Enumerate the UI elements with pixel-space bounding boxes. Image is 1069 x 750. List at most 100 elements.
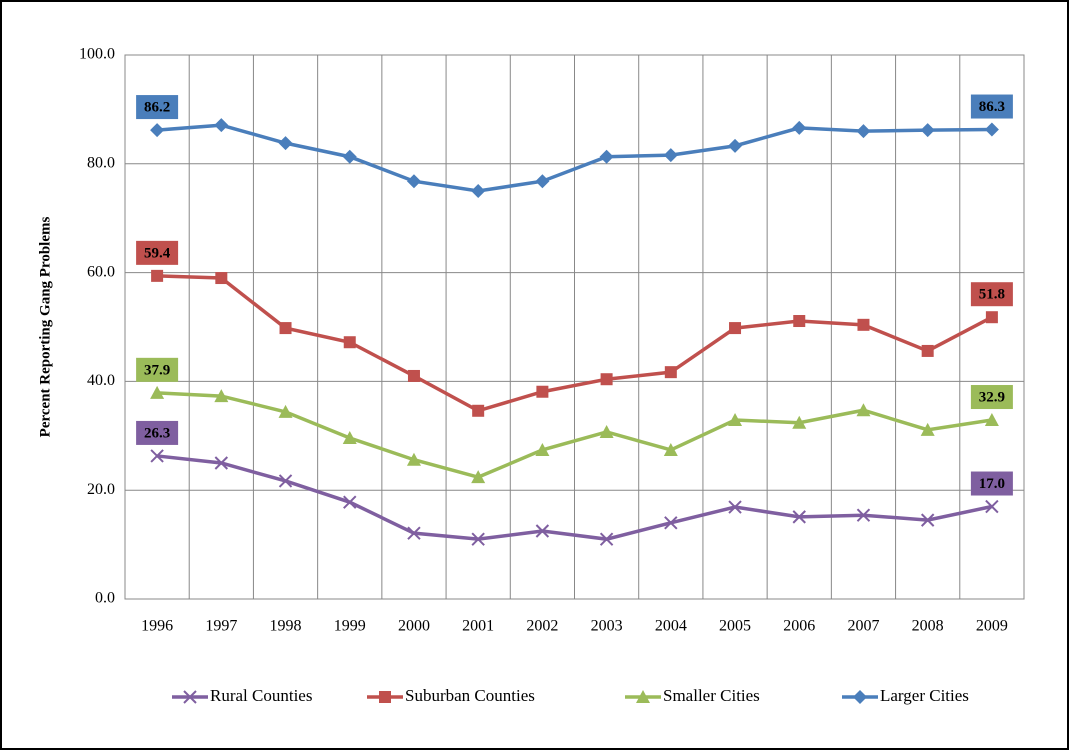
value-label: 32.9 bbox=[979, 389, 1005, 405]
value-label: 26.3 bbox=[144, 425, 170, 441]
marker bbox=[279, 322, 292, 335]
marker bbox=[472, 404, 485, 417]
x-tick-label: 2007 bbox=[847, 618, 879, 635]
marker bbox=[214, 389, 229, 403]
marker bbox=[406, 452, 421, 466]
y-axis-label: Percent Reporting Gang Problems bbox=[37, 217, 53, 438]
x-tick-label: 2005 bbox=[719, 618, 751, 635]
marker bbox=[215, 272, 228, 285]
y-tick-label: 0.0 bbox=[95, 590, 115, 607]
marker bbox=[599, 149, 614, 164]
marker bbox=[856, 124, 871, 139]
marker bbox=[214, 118, 229, 133]
value-label-box bbox=[970, 282, 1013, 307]
value-label: 86.3 bbox=[979, 99, 1005, 115]
x-tick-label: 1997 bbox=[205, 618, 237, 635]
x-tick-label: 2000 bbox=[398, 618, 430, 635]
marker bbox=[853, 690, 867, 704]
x-tick-label: 2002 bbox=[526, 618, 558, 635]
marker bbox=[342, 430, 357, 444]
marker bbox=[406, 174, 421, 189]
y-tick-label: 40.0 bbox=[87, 372, 115, 389]
y-tick-label: 80.0 bbox=[87, 154, 115, 171]
series-line bbox=[156, 123, 992, 193]
x-tick-label: 2003 bbox=[591, 618, 623, 635]
legend-item: Rural Counties bbox=[172, 686, 312, 705]
y-tick-label: 20.0 bbox=[87, 481, 115, 498]
legend-label: Larger Cities bbox=[880, 686, 969, 705]
value-label-box bbox=[136, 357, 179, 382]
value-label-box bbox=[136, 95, 179, 120]
marker bbox=[985, 499, 999, 514]
marker bbox=[151, 269, 164, 282]
marker bbox=[343, 336, 356, 349]
legend-item: Smaller Cities bbox=[625, 686, 760, 705]
marker bbox=[150, 123, 165, 138]
marker bbox=[728, 138, 743, 153]
marker bbox=[857, 318, 870, 331]
marker bbox=[920, 422, 935, 436]
value-label: 59.4 bbox=[144, 245, 171, 261]
marker bbox=[792, 510, 806, 524]
marker bbox=[728, 500, 742, 514]
marker bbox=[921, 344, 934, 357]
marker bbox=[535, 442, 550, 456]
value-label-box bbox=[970, 385, 1013, 410]
marker bbox=[599, 424, 614, 438]
marker bbox=[535, 524, 550, 538]
legend-label: Rural Counties bbox=[210, 686, 312, 705]
legend-item: Larger Cities bbox=[842, 686, 969, 705]
x-tick-label: 2001 bbox=[462, 618, 494, 635]
marker bbox=[278, 474, 293, 488]
marker bbox=[664, 516, 678, 530]
x-tick-label: 2008 bbox=[912, 618, 944, 635]
marker bbox=[920, 123, 935, 138]
x-tick-label: 1999 bbox=[334, 618, 366, 635]
series-line bbox=[157, 274, 993, 413]
y-tick-label: 60.0 bbox=[87, 263, 115, 280]
marker bbox=[407, 369, 420, 382]
marker bbox=[471, 532, 485, 546]
value-label: 51.8 bbox=[979, 287, 1005, 303]
marker bbox=[471, 470, 486, 484]
marker bbox=[342, 149, 357, 164]
marker bbox=[663, 442, 678, 456]
series-line bbox=[157, 391, 993, 479]
marker bbox=[536, 385, 549, 398]
marker bbox=[278, 136, 293, 151]
marker bbox=[636, 690, 650, 703]
marker bbox=[379, 691, 391, 703]
marker bbox=[600, 373, 613, 386]
marker bbox=[183, 690, 197, 704]
marker bbox=[984, 413, 999, 427]
value-label-box bbox=[970, 94, 1013, 119]
x-tick-label: 2006 bbox=[783, 618, 815, 635]
value-label: 37.9 bbox=[144, 362, 170, 378]
value-label-box bbox=[136, 420, 179, 445]
marker bbox=[278, 404, 293, 418]
value-label-box bbox=[970, 471, 1013, 496]
marker bbox=[728, 413, 743, 427]
value-label-box bbox=[136, 240, 179, 265]
marker bbox=[856, 403, 871, 417]
x-tick-label: 2004 bbox=[655, 618, 687, 635]
marker bbox=[792, 415, 807, 429]
marker bbox=[856, 508, 871, 522]
legend-item: Suburban Counties bbox=[367, 686, 535, 705]
marker bbox=[471, 184, 486, 198]
legend-label: Smaller Cities bbox=[663, 686, 760, 705]
marker bbox=[664, 366, 677, 379]
marker bbox=[535, 174, 550, 189]
marker bbox=[343, 495, 357, 509]
marker bbox=[663, 148, 678, 163]
marker bbox=[984, 122, 999, 137]
marker bbox=[150, 449, 164, 463]
marker bbox=[985, 311, 998, 324]
marker bbox=[214, 456, 229, 470]
y-tick-label: 100.0 bbox=[79, 46, 115, 63]
marker bbox=[793, 315, 806, 328]
value-label: 17.0 bbox=[979, 476, 1005, 492]
